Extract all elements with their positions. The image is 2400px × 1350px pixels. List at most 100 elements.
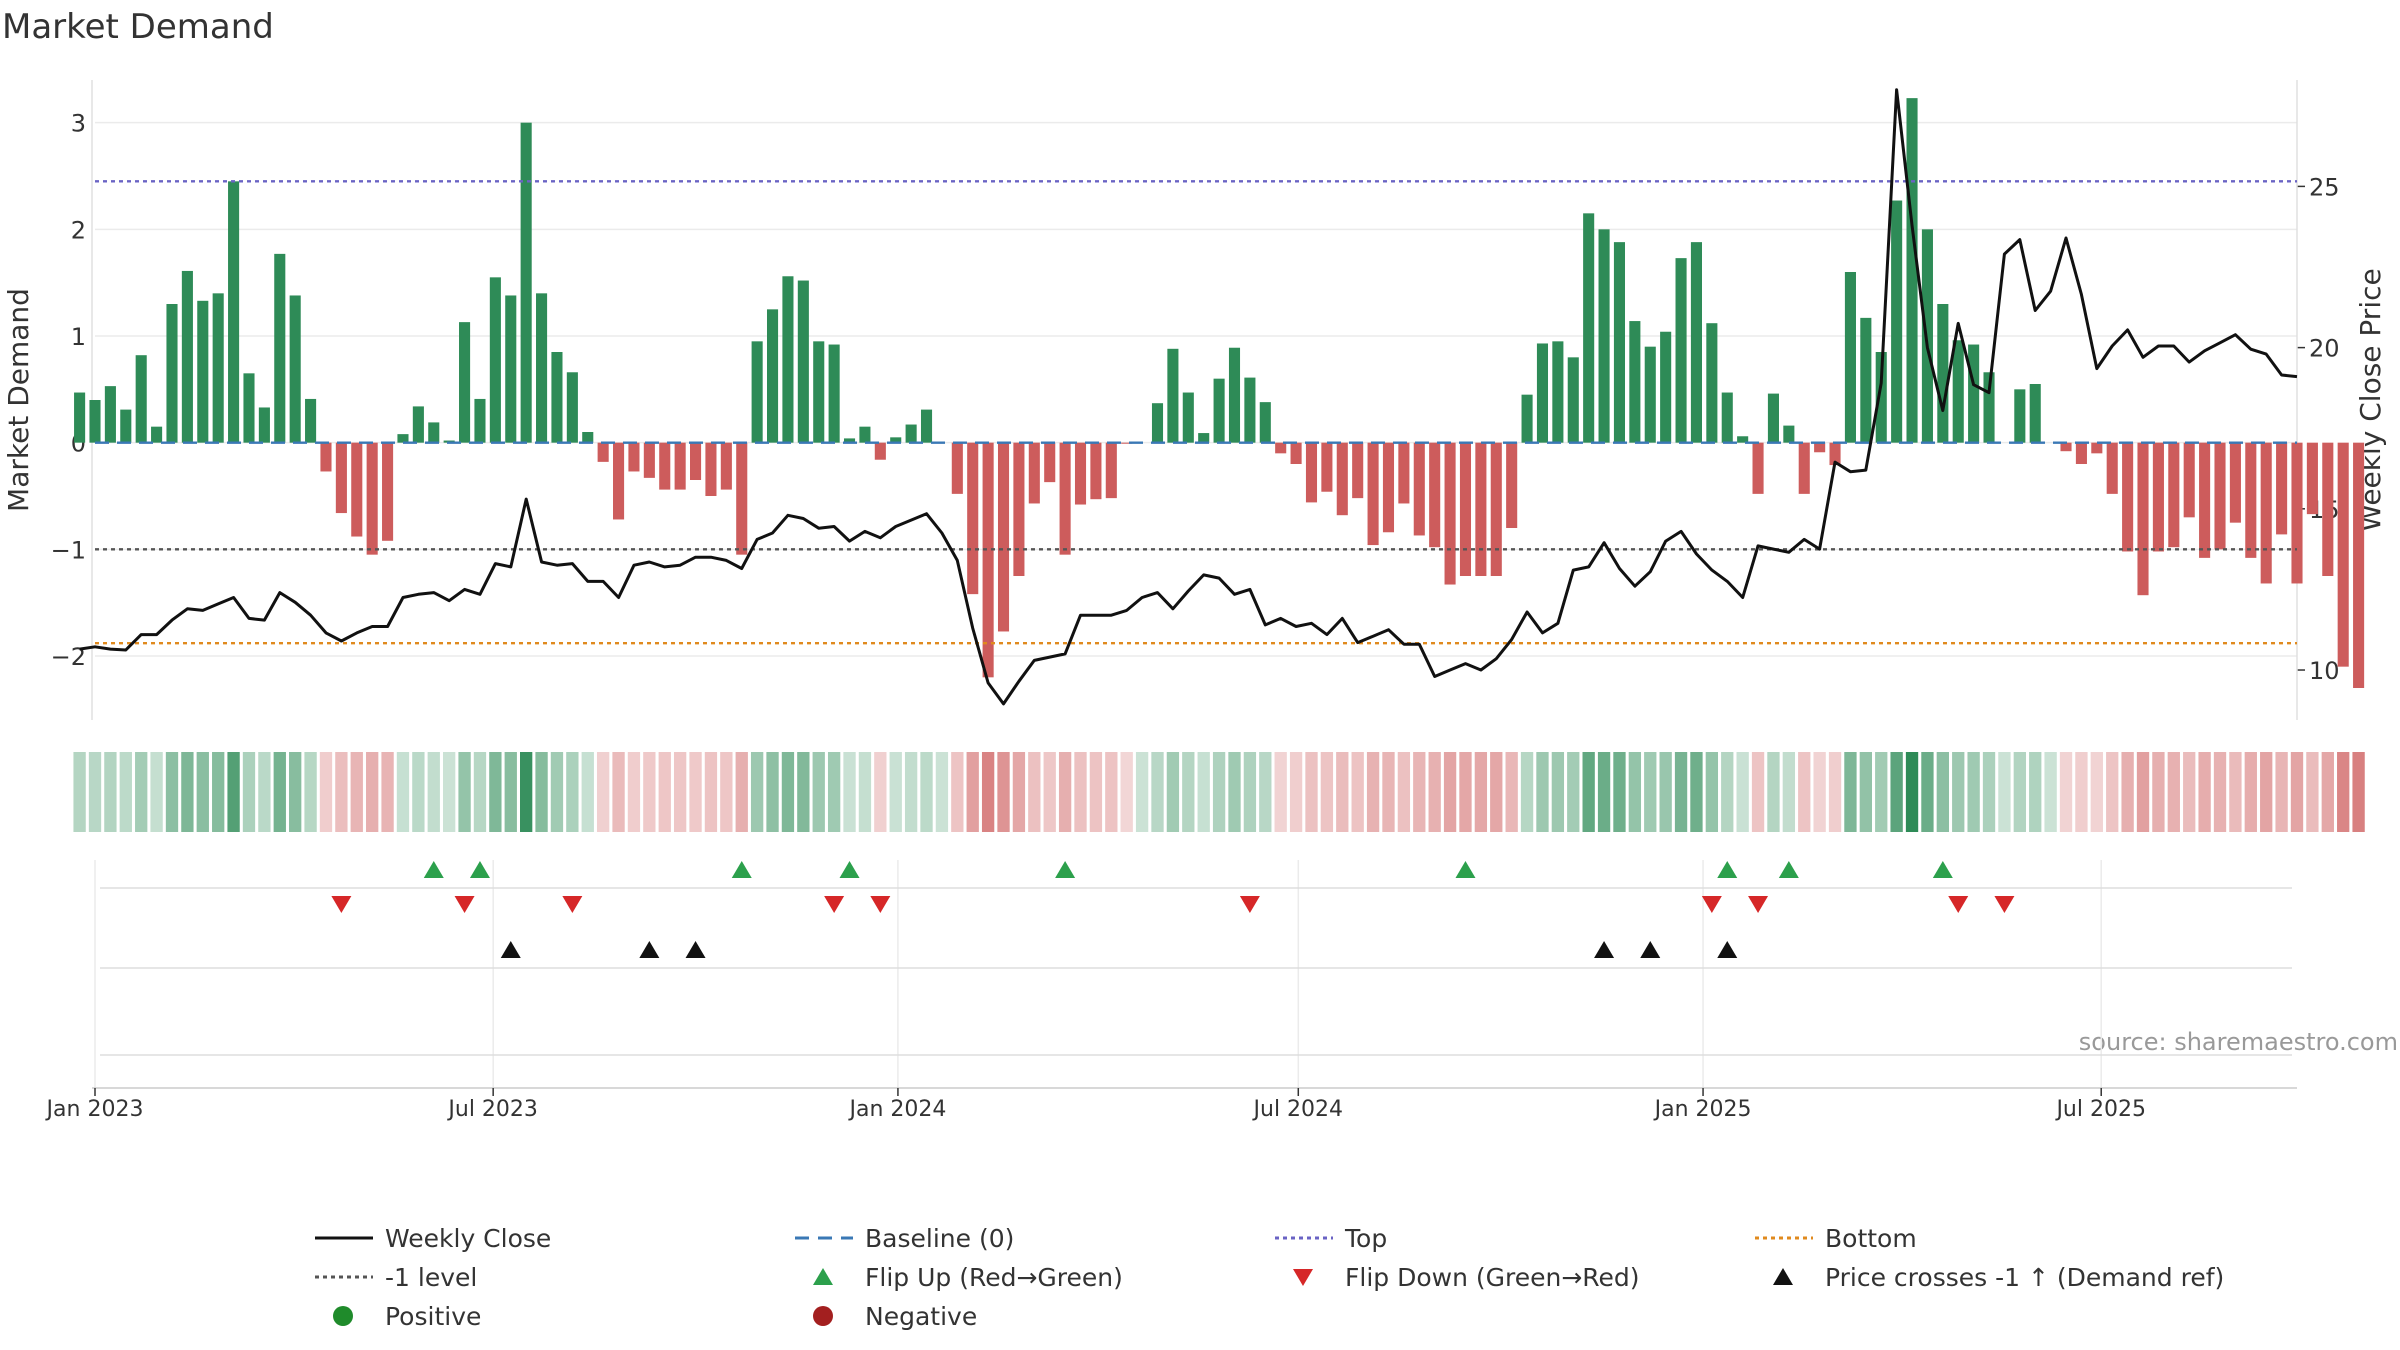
heat-cell: [1767, 752, 1780, 832]
demand-bar: [1844, 272, 1856, 443]
demand-bar: [2306, 442, 2318, 515]
heat-cell: [766, 752, 779, 832]
heat-cell: [1536, 752, 1549, 832]
demand-bar: [1983, 372, 1995, 443]
demand-bar: [813, 341, 825, 443]
demand-bar: [874, 442, 886, 460]
demand-bar: [1690, 242, 1702, 443]
demand-bar: [1583, 213, 1595, 443]
demand-bar: [428, 422, 440, 443]
heat-cell: [997, 752, 1010, 832]
demand-bar: [736, 442, 748, 555]
flip-down-marker: [870, 896, 891, 913]
heat-cell: [1074, 752, 1087, 832]
demand-bar: [690, 442, 702, 480]
heat-cell: [1228, 752, 1241, 832]
weekly-close-series: [79, 88, 2298, 706]
heat-cell: [2121, 752, 2134, 832]
heat-cell: [704, 752, 718, 832]
heat-cell: [1890, 752, 1903, 832]
heat-cell: [2260, 752, 2273, 832]
demand-bar: [474, 398, 486, 443]
demand-bar: [505, 295, 517, 443]
heat-cell: [1674, 752, 1688, 832]
heat-cell: [1336, 752, 1349, 832]
heat-cell: [227, 752, 240, 832]
x-tick-label: Jan 2024: [847, 1097, 946, 1122]
demand-bar: [2152, 442, 2164, 552]
demand-bar: [2106, 442, 2118, 494]
heat-cell: [396, 752, 410, 832]
demand-bar: [351, 442, 363, 537]
heat-cell: [550, 752, 564, 832]
flip-up-marker: [423, 861, 444, 878]
demand-bar: [366, 442, 378, 555]
heat-cell: [1135, 752, 1149, 832]
demand-bar: [2337, 442, 2349, 667]
heat-cell: [2059, 752, 2073, 832]
demand-bar: [320, 442, 332, 472]
heat-cell: [797, 752, 810, 832]
heat-cell: [1443, 752, 1457, 832]
legend-label: -1 level: [385, 1263, 477, 1292]
heat-cell: [566, 752, 579, 832]
legend-label: Bottom: [1825, 1224, 1917, 1253]
heat-cell: [535, 752, 548, 832]
demand-bar: [1074, 442, 1087, 505]
demand-bar: [1660, 331, 1672, 443]
heat-cell: [181, 752, 194, 832]
demand-bar: [74, 392, 86, 443]
demand-bar: [1737, 436, 1749, 443]
heat-cell: [1151, 752, 1164, 832]
demand-bar: [1891, 200, 1903, 443]
demand-bar: [1352, 442, 1364, 499]
demand-bar: [459, 322, 471, 443]
demand-bar: [2183, 442, 2195, 518]
demand-bar: [1429, 442, 1441, 548]
demand-bar: [1675, 258, 1687, 443]
price-cross-markers: [100, 941, 2292, 1056]
heat-cell: [381, 752, 394, 832]
demand-bar: [2029, 384, 2041, 443]
demand-bar: [2353, 442, 2365, 688]
heat-cell: [2075, 752, 2088, 832]
y-tick-label-left: −2: [51, 643, 86, 671]
demand-bar: [1213, 378, 1225, 443]
demand-bar: [1860, 317, 1872, 443]
flip-up-marker: [1717, 861, 1738, 878]
legend-symbol-triangle-up: [1773, 1268, 1793, 1285]
heat-cell: [1597, 752, 1611, 832]
heat-cell: [2183, 752, 2196, 832]
heat-cell: [2275, 752, 2288, 832]
heat-cell: [1413, 752, 1426, 832]
y-tick-label-left: −1: [51, 536, 86, 564]
weekly-close-line: [79, 88, 2298, 706]
demand-bar: [243, 373, 255, 443]
demand-bar: [782, 276, 794, 443]
heat-cell: [1659, 752, 1672, 832]
heat-cell: [458, 752, 471, 832]
demand-bar: [674, 442, 686, 490]
demand-bar: [967, 442, 979, 595]
demand-bar: [1382, 442, 1395, 533]
heat-cell: [504, 752, 517, 832]
demand-bar: [536, 293, 548, 443]
demand-bar: [1629, 321, 1641, 443]
heat-cell: [1690, 752, 1703, 832]
flip-up-marker: [1778, 861, 1799, 878]
heat-cell: [335, 752, 348, 832]
flip-down-marker: [1948, 896, 1969, 913]
heat-cell: [2106, 752, 2119, 832]
legend-label: Baseline (0): [865, 1224, 1014, 1253]
reference-levels: [95, 180, 2297, 645]
price-cross-marker: [1640, 941, 1661, 958]
heat-cell: [981, 752, 995, 832]
demand-bar: [151, 426, 163, 443]
heat-cell: [1582, 752, 1595, 832]
heat-cell: [1859, 752, 1872, 832]
demand-bar: [890, 437, 902, 443]
demand-bar: [397, 434, 409, 443]
demand-bar: [797, 280, 809, 443]
x-tick-label: Jan 2025: [1653, 1097, 1752, 1122]
demand-bar: [597, 442, 609, 462]
